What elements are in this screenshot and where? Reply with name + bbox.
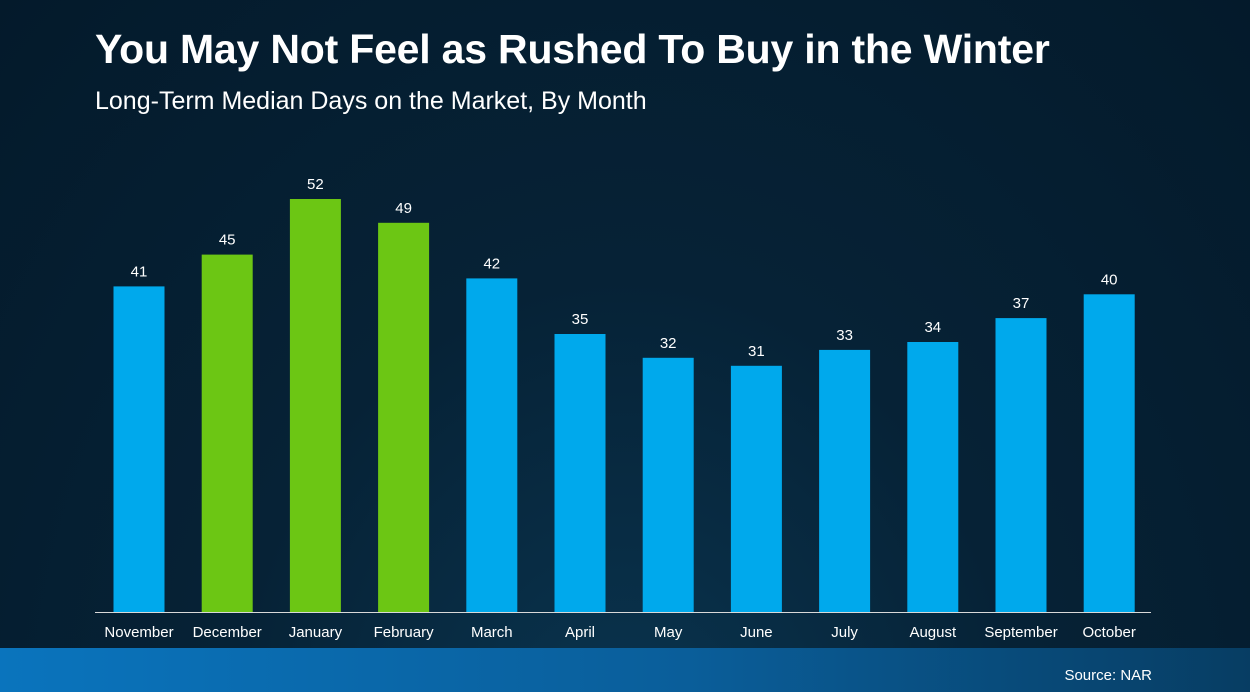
bar-october bbox=[1083, 294, 1135, 612]
data-label-october: 40 bbox=[1101, 271, 1118, 288]
bar-january bbox=[289, 199, 341, 612]
bar-july bbox=[819, 349, 871, 612]
chart-title: You May Not Feel as Rushed To Buy in the… bbox=[95, 26, 1050, 72]
x-tick-label-april: April bbox=[565, 624, 595, 641]
bar-september bbox=[995, 318, 1047, 612]
data-label-june: 31 bbox=[748, 343, 765, 360]
data-label-january: 52 bbox=[307, 176, 324, 193]
bar-march bbox=[466, 278, 518, 612]
x-tick-label-august: August bbox=[909, 624, 957, 641]
data-label-december: 45 bbox=[219, 232, 236, 249]
bar-june bbox=[730, 365, 782, 612]
footer-band bbox=[0, 648, 1250, 692]
x-tick-label-january: January bbox=[289, 624, 343, 641]
bar-february bbox=[378, 222, 430, 613]
data-label-may: 32 bbox=[660, 335, 677, 352]
x-tick-label-july: July bbox=[831, 624, 858, 641]
x-tick-label-may: May bbox=[654, 624, 683, 641]
x-tick-label-february: February bbox=[374, 624, 435, 641]
source-label: Source: NAR bbox=[1064, 667, 1152, 684]
x-tick-label-november: November bbox=[104, 624, 173, 641]
bar-may bbox=[642, 357, 694, 612]
data-label-july: 33 bbox=[836, 327, 853, 344]
data-label-march: 42 bbox=[483, 255, 500, 272]
bar-chart: 41 November 45 December 52 January 49 February 4… bbox=[95, 176, 1151, 641]
x-tick-label-september: September bbox=[984, 624, 1057, 641]
chart-subtitle: Long-Term Median Days on the Market, By … bbox=[95, 87, 647, 115]
x-tick-label-june: June bbox=[740, 624, 773, 641]
x-tick-label-october: October bbox=[1083, 624, 1136, 641]
x-tick-label-december: December bbox=[193, 624, 262, 641]
data-label-november: 41 bbox=[131, 263, 148, 280]
bar-april bbox=[554, 334, 606, 612]
bar-august bbox=[907, 342, 959, 612]
data-label-february: 49 bbox=[395, 200, 412, 217]
data-label-april: 35 bbox=[572, 311, 589, 328]
bar-november bbox=[113, 286, 165, 612]
bar-december bbox=[201, 254, 253, 612]
data-label-august: 34 bbox=[924, 319, 941, 336]
data-label-september: 37 bbox=[1013, 295, 1030, 312]
x-tick-label-march: March bbox=[471, 624, 513, 641]
